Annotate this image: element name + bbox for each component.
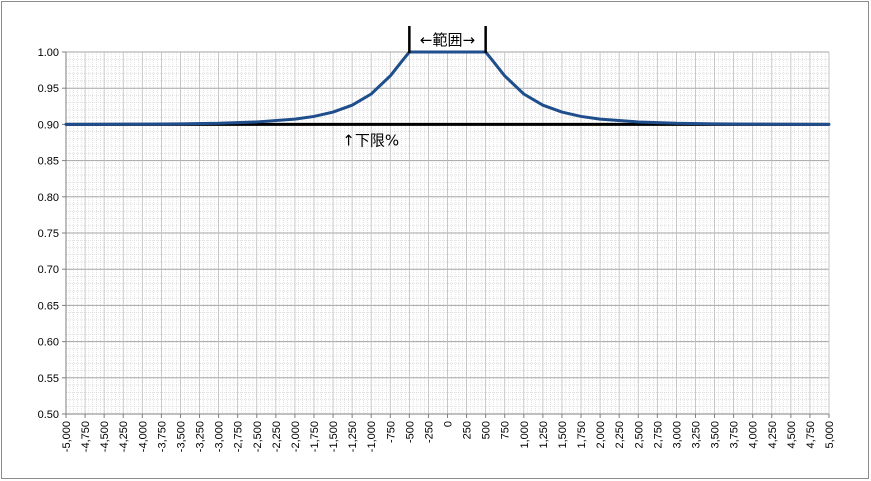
- x-tick-label: -2,000: [290, 421, 302, 452]
- x-tick-label: -3,250: [195, 421, 207, 452]
- x-tick-label: 1,000: [519, 421, 531, 449]
- x-tick-label: -4,500: [99, 421, 111, 452]
- x-tick-label: -500: [404, 421, 416, 443]
- y-tick-label: 0.95: [38, 83, 59, 95]
- x-tick-label: 4,250: [767, 421, 779, 449]
- x-tick-label: 3,250: [690, 421, 702, 449]
- x-tick-label: 4,000: [748, 421, 760, 449]
- range-label: ←範囲→: [420, 31, 475, 49]
- curve-line: [64, 50, 831, 126]
- x-tick-label: 2,250: [614, 421, 626, 449]
- y-tick-label: 0.50: [38, 409, 59, 421]
- x-tick-label: 4,750: [805, 421, 817, 449]
- series-group: [64, 50, 831, 126]
- y-tick-label: 0.85: [38, 156, 59, 168]
- x-tick-label: -250: [423, 421, 435, 443]
- x-tick-label: 0: [443, 421, 455, 427]
- x-tick-label: -2,750: [233, 421, 245, 452]
- x-tick-label: 1,750: [576, 421, 588, 449]
- x-tick-label: -4,000: [137, 421, 149, 452]
- x-tick-label: 2,500: [633, 421, 645, 449]
- y-tick-label: 0.90: [38, 119, 59, 131]
- x-tick-label: 2,750: [652, 421, 664, 449]
- x-tick-label: -5,000: [61, 421, 73, 452]
- x-tick-label: 1,250: [538, 421, 550, 449]
- x-tick-label: -4,750: [80, 421, 92, 452]
- y-tick-label: 0.70: [38, 264, 59, 276]
- x-tick-label: 750: [500, 421, 512, 439]
- x-tick-label: -1,250: [347, 421, 359, 452]
- x-tick-label: 2,000: [595, 421, 607, 449]
- x-tick-label: -750: [385, 421, 397, 443]
- x-tick-label: -2,250: [271, 421, 283, 452]
- x-tick-label: -3,500: [175, 421, 187, 452]
- x-tick-label: -2,500: [252, 421, 264, 452]
- x-tick-label: 1,500: [557, 421, 569, 449]
- y-tick-label: 1.00: [38, 47, 59, 59]
- y-tick-label: 0.60: [38, 337, 59, 349]
- y-tick-label: 0.80: [38, 192, 59, 204]
- x-tick-label: 3,750: [729, 421, 741, 449]
- y-tick-label: 0.75: [38, 228, 59, 240]
- x-tick-label: -3,000: [214, 421, 226, 452]
- x-tick-label: 500: [481, 421, 493, 439]
- annotations: ←範囲→ ↑下限%: [342, 26, 487, 149]
- x-tick-label: -3,750: [156, 421, 168, 452]
- x-tick-label: 5,000: [824, 421, 836, 449]
- y-tick-labels: 0.50 0.55 0.60 0.65 0.70 0.75 0.80 0.85 0.90 0.95…: [38, 47, 59, 421]
- lower-limit-label: ↑下限%: [342, 131, 399, 149]
- axes: [62, 51, 830, 418]
- x-tick-label: 3,000: [671, 421, 683, 449]
- y-tick-label: 0.65: [38, 300, 59, 312]
- x-tick-labels: -5,000 -4,750 -4,500 -4,250 -4,000 -3,750 -3,5…: [61, 421, 836, 452]
- major-grid: [65, 51, 830, 415]
- x-tick-label: -1,000: [366, 421, 378, 452]
- x-tick-label: -1,750: [309, 421, 321, 452]
- y-tick-label: 0.55: [38, 373, 59, 385]
- x-tick-label: -1,500: [328, 421, 340, 452]
- x-tick-label: 250: [462, 421, 474, 439]
- x-tick-label: 3,500: [710, 421, 722, 449]
- x-tick-label: 4,500: [786, 421, 798, 449]
- x-tick-label: -4,250: [118, 421, 130, 452]
